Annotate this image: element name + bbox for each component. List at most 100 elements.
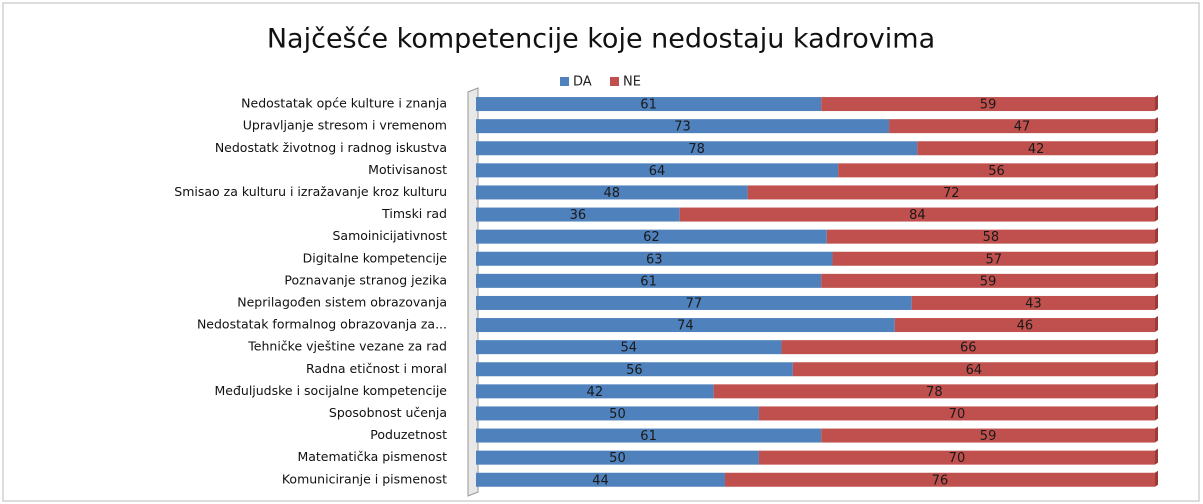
category-label: Međuljudske i socijalne kompetencije [214, 383, 447, 398]
value-label: 47 [1014, 120, 1031, 135]
category-label: Nedostatak opće kulture i znanja [241, 96, 447, 111]
value-label: 36 [570, 208, 587, 223]
value-label: 64 [966, 363, 983, 378]
value-label: 78 [926, 385, 943, 400]
value-label: 84 [909, 208, 926, 223]
value-label: 78 [688, 142, 705, 157]
bar-segment [747, 185, 1155, 200]
bar-end [1155, 271, 1158, 288]
bar-end [1155, 183, 1158, 200]
bar-segment [476, 141, 918, 156]
bar-segment [476, 119, 890, 134]
category-label: Timski rad [381, 206, 447, 221]
value-label: 63 [646, 252, 663, 267]
bar-end [1155, 382, 1158, 399]
bar-segment [792, 362, 1155, 377]
value-label: 42 [587, 385, 604, 400]
bar-segment [889, 119, 1155, 134]
bar-segment [832, 251, 1155, 266]
legend-label: NE [623, 75, 641, 90]
bar-end [1155, 95, 1158, 112]
bar-segment [821, 273, 1155, 288]
category-label: Matematička pismenost [297, 449, 447, 464]
value-label: 44 [592, 473, 609, 488]
legend-label: DA [573, 75, 592, 90]
category-label: Neprilagođen sistem obrazovanja [237, 294, 447, 309]
bar-end [1155, 404, 1158, 421]
category-label: Tehničke vještine vezane za rad [247, 339, 447, 354]
value-label: 46 [1017, 319, 1034, 334]
value-label: 56 [988, 164, 1005, 179]
bar-segment [476, 340, 782, 355]
bar-end [1155, 227, 1158, 244]
bar-segment [476, 406, 759, 421]
bar-segment [476, 273, 822, 288]
bar-segment [476, 450, 759, 465]
bar-end [1155, 316, 1158, 333]
value-label: 56 [626, 363, 643, 378]
bar-segment [476, 362, 793, 377]
bar-segment [758, 450, 1155, 465]
value-label: 70 [949, 451, 966, 466]
bar-segment [826, 229, 1155, 244]
bar-end [1155, 426, 1158, 443]
value-label: 62 [643, 230, 660, 245]
bar-segment [476, 229, 827, 244]
bar-segment [476, 472, 725, 487]
bar-segment [476, 163, 839, 178]
value-label: 59 [980, 429, 997, 444]
bar-segment [713, 384, 1155, 399]
bar-segment [894, 318, 1155, 333]
value-label: 48 [604, 186, 621, 201]
value-label: 61 [640, 98, 657, 113]
bar-segment [679, 207, 1155, 222]
bar-segment [758, 406, 1155, 421]
value-label: 76 [932, 473, 949, 488]
value-label: 57 [985, 252, 1002, 267]
legend-swatch [560, 77, 569, 86]
category-label: Upravljanje stresom i vremenom [243, 118, 447, 133]
bar-segment [476, 384, 714, 399]
value-label: 42 [1028, 142, 1045, 157]
value-label: 58 [983, 230, 1000, 245]
bar-segment [476, 97, 822, 112]
value-label: 54 [621, 341, 638, 356]
bar-end [1155, 293, 1158, 310]
category-label: Digitalne kompetencije [303, 250, 448, 265]
category-label: Poznavanje stranog jezika [284, 272, 447, 287]
value-label: 72 [943, 186, 960, 201]
bar-end [1155, 117, 1158, 134]
bar-end [1155, 448, 1158, 465]
bar-segment [476, 185, 748, 200]
value-label: 43 [1025, 296, 1042, 311]
bar-segment [476, 251, 833, 266]
category-label: Radna etičnost i moral [306, 361, 447, 376]
value-label: 74 [677, 319, 694, 334]
value-label: 59 [980, 98, 997, 113]
bar-end [1155, 249, 1158, 266]
value-label: 61 [640, 274, 657, 289]
bar-segment [476, 318, 895, 333]
category-label: Poduzetnost [370, 427, 447, 442]
bar-end [1155, 205, 1158, 222]
value-label: 66 [960, 341, 977, 356]
category-label: Smisao za kulturu i izražavanje kroz kul… [174, 184, 447, 199]
bar-end [1155, 338, 1158, 355]
bar-segment [821, 428, 1155, 443]
bar-segment [917, 141, 1155, 156]
bar-end [1155, 139, 1158, 156]
value-label: 64 [649, 164, 666, 179]
category-label: Nedostatak formalnog obrazovanja za... [197, 317, 447, 332]
bar-end [1155, 470, 1158, 487]
bar-segment [476, 207, 680, 222]
chart-title: Najčešće kompetencije koje nedostaju kad… [267, 24, 935, 55]
category-label: Samoinicijativnost [332, 228, 447, 243]
axis-wall [467, 87, 479, 497]
bar-segment [781, 340, 1155, 355]
bar-segment [838, 163, 1155, 178]
category-label: Komuniciranje i pismenost [282, 471, 447, 486]
bar-segment [476, 295, 912, 310]
bar-end [1155, 360, 1158, 377]
bar-segment [724, 472, 1155, 487]
